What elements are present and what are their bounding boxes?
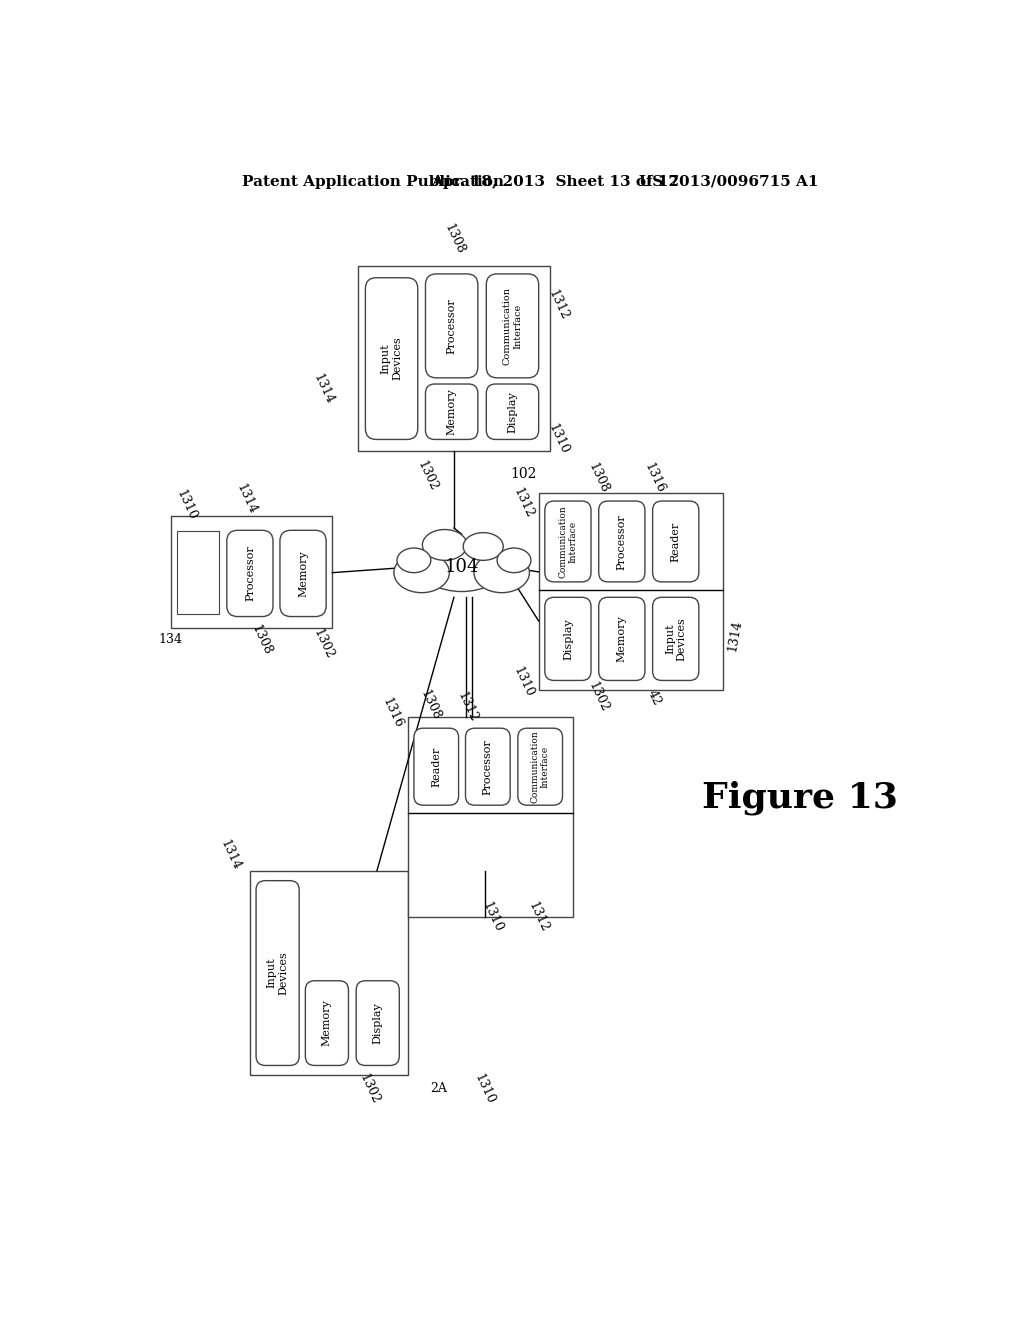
Text: Reader: Reader [671,521,681,562]
Ellipse shape [497,548,531,573]
Text: 1310: 1310 [511,665,536,700]
Ellipse shape [397,548,431,573]
Text: Reader: Reader [431,747,441,787]
Text: 1308: 1308 [441,222,467,256]
Text: Display: Display [508,391,517,433]
Text: 1302: 1302 [310,626,336,661]
Text: 134: 134 [159,634,182,647]
Text: Memory: Memory [322,999,332,1047]
Text: 1316: 1316 [380,696,406,730]
Bar [171,516,333,628]
FancyBboxPatch shape [366,277,418,440]
Bar [357,267,550,451]
Text: 1310: 1310 [480,900,505,935]
Text: 1310: 1310 [173,487,199,523]
Text: Communication
Interface: Communication Interface [503,288,522,366]
Text: 2A: 2A [430,1082,447,1096]
Text: Input
Devices: Input Devices [267,952,289,995]
Text: 1302: 1302 [356,1072,382,1106]
Ellipse shape [474,553,529,593]
Text: 1302: 1302 [586,680,610,714]
Text: 1308: 1308 [418,688,443,722]
FancyBboxPatch shape [652,598,698,681]
Text: 1314: 1314 [233,482,259,516]
Text: Processor: Processor [616,513,627,570]
Ellipse shape [422,529,467,560]
Text: Figure 13: Figure 13 [702,780,898,814]
Text: 1302: 1302 [415,459,439,494]
Bar [250,871,408,1074]
FancyBboxPatch shape [518,729,562,805]
Text: US 2013/0096715 A1: US 2013/0096715 A1 [639,174,818,189]
Ellipse shape [419,541,504,591]
FancyBboxPatch shape [256,880,299,1065]
Text: Memory: Memory [446,388,457,436]
Text: 1312: 1312 [546,288,570,322]
Text: Processor: Processor [245,545,255,602]
FancyBboxPatch shape [599,502,645,582]
FancyBboxPatch shape [466,729,510,805]
Ellipse shape [394,553,450,593]
Text: 1312: 1312 [526,900,551,935]
FancyBboxPatch shape [425,384,478,440]
FancyBboxPatch shape [486,275,539,378]
Bar [408,717,573,917]
Text: 42: 42 [645,688,664,708]
Text: 1310: 1310 [545,422,570,457]
Text: Memory: Memory [616,615,627,663]
FancyBboxPatch shape [356,981,399,1065]
Text: Communication
Interface: Communication Interface [558,506,578,578]
Text: 1314: 1314 [726,619,744,652]
Text: Apr. 18, 2013  Sheet 13 of 17: Apr. 18, 2013 Sheet 13 of 17 [431,174,679,189]
FancyBboxPatch shape [486,384,539,440]
FancyBboxPatch shape [652,502,698,582]
Ellipse shape [463,532,503,560]
Text: 102: 102 [510,467,537,480]
FancyBboxPatch shape [545,598,591,681]
Text: Processor: Processor [483,739,493,795]
Text: Display: Display [373,1002,383,1044]
FancyBboxPatch shape [545,502,591,582]
Text: Patent Application Publication: Patent Application Publication [243,174,504,189]
FancyBboxPatch shape [305,981,348,1065]
Text: Memory: Memory [298,550,308,597]
FancyBboxPatch shape [226,531,273,616]
FancyBboxPatch shape [599,598,645,681]
Text: 1310: 1310 [472,1072,498,1106]
Bar [177,531,219,614]
Text: 1308: 1308 [586,461,610,495]
FancyBboxPatch shape [414,729,459,805]
Text: 1316: 1316 [641,461,667,495]
Text: 1314: 1314 [310,372,336,407]
FancyBboxPatch shape [280,531,326,616]
Text: 1308: 1308 [249,623,274,657]
Text: Processor: Processor [446,298,457,354]
Text: Communication
Interface: Communication Interface [530,730,550,803]
Text: 1314: 1314 [218,838,244,873]
Text: 104: 104 [444,557,479,576]
Bar [539,494,724,689]
Text: Input
Devices: Input Devices [665,616,686,661]
Text: 1312: 1312 [511,486,536,520]
FancyBboxPatch shape [425,275,478,378]
Text: Display: Display [563,618,572,660]
Text: 1312: 1312 [455,689,479,723]
Text: Input
Devices: Input Devices [381,337,402,380]
